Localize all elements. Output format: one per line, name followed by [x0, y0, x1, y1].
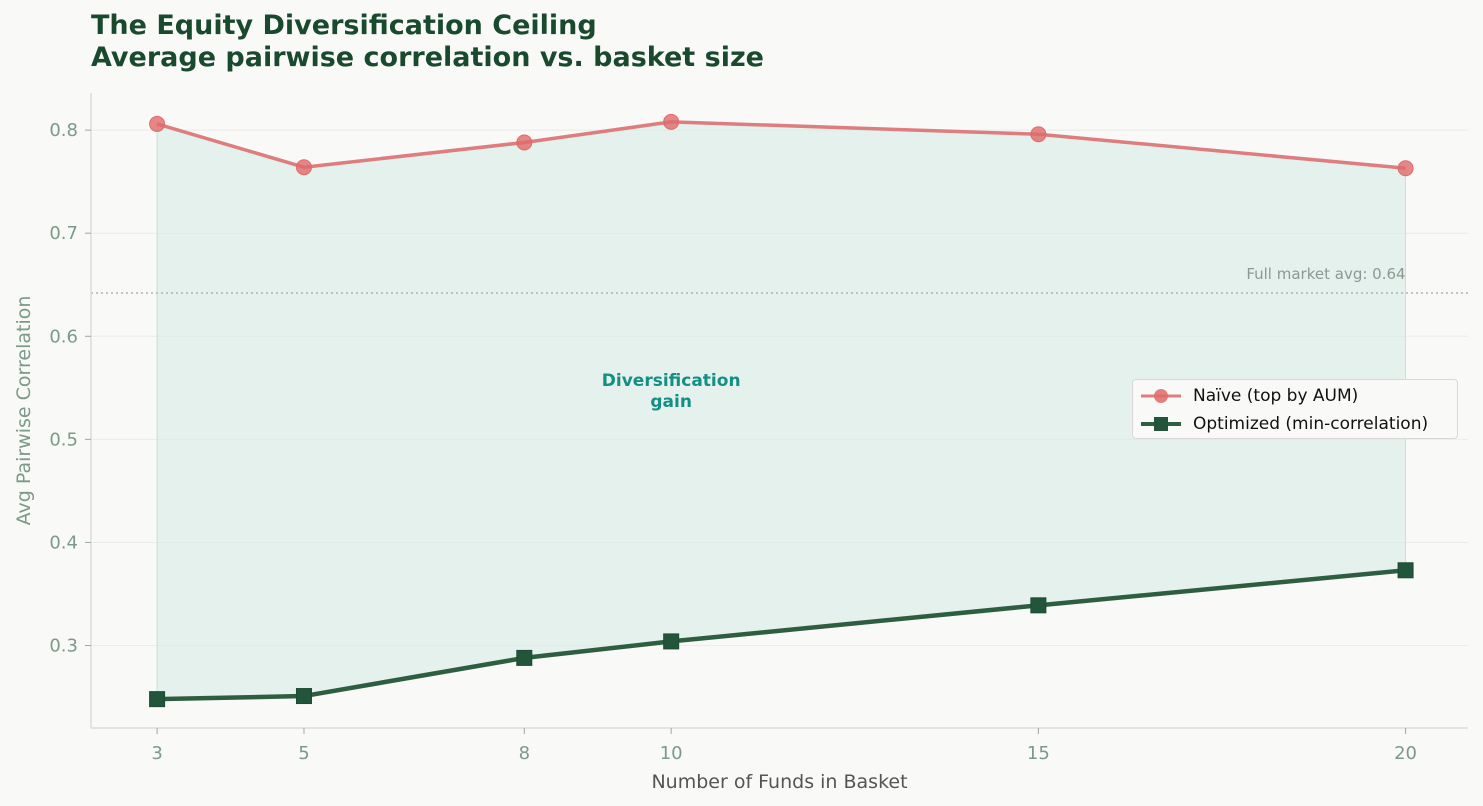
chart-title-line-1: The Equity Diversification Ceiling: [91, 10, 597, 41]
y-tick-label-0.5: 0.5: [49, 429, 78, 450]
series-line-naive: [156, 120, 1406, 170]
legend-label-optimized: Optimized (min-correlation): [1193, 414, 1429, 434]
legend: Naïve (top by AUM) Optimized (min-correl…: [1132, 379, 1458, 439]
point-naive-20: [1397, 160, 1414, 177]
axes: 0.3 0.4 0.5 0.6 0.7 0.8 3 5 8 10 15 20: [49, 93, 1468, 764]
y-tick-label-0.3: 0.3: [49, 636, 78, 657]
x-tick-label-15: 15: [1027, 743, 1050, 764]
x-axis-label: Number of Funds in Basket: [651, 771, 907, 793]
y-tick-label-0.6: 0.6: [49, 326, 78, 347]
y-tick-label-0.4: 0.4: [49, 532, 78, 553]
chart-title-line-2: Average pairwise correlation vs. basket …: [91, 42, 764, 73]
legend-swatch-optimized: [1141, 417, 1181, 431]
series-layer: [149, 113, 1414, 708]
point-optimized-20: [1397, 562, 1414, 579]
point-naive-3: [149, 115, 166, 132]
point-naive-10: [663, 113, 680, 130]
y-tick-label-0.8: 0.8: [49, 120, 78, 141]
legend-swatch-naive: [1141, 389, 1181, 403]
diversification-gain-label: Diversification: [602, 371, 741, 391]
full-market-avg-label: Full market avg: 0.64: [1246, 265, 1405, 283]
point-optimized-10: [663, 633, 680, 650]
diversification-gain-label-line-2: gain: [650, 392, 692, 412]
point-naive-8: [516, 134, 533, 151]
y-tick-label-0.7: 0.7: [49, 223, 78, 244]
x-tick-label-20: 20: [1394, 743, 1417, 764]
point-optimized-5: [295, 688, 312, 705]
x-tick-label-10: 10: [660, 743, 683, 764]
x-tick-label-5: 5: [298, 743, 309, 764]
point-naive-15: [1030, 126, 1047, 143]
legend-label-naive: Naïve (top by AUM): [1193, 386, 1359, 406]
point-naive-5: [295, 159, 312, 176]
y-axis-label: Avg Pairwise Correlation: [13, 296, 35, 526]
legend-item-naive: Naïve (top by AUM): [1133, 382, 1358, 410]
point-optimized-15: [1030, 597, 1047, 614]
point-optimized-3: [149, 691, 166, 708]
point-optimized-8: [516, 649, 533, 666]
series-line-optimized: [157, 568, 1406, 702]
chart-title: The Equity Diversification Ceiling Avera…: [91, 10, 764, 74]
x-tick-label-3: 3: [151, 743, 162, 764]
x-tick-label-8: 8: [519, 743, 530, 764]
legend-item-optimized: Optimized (min-correlation): [1133, 410, 1428, 438]
